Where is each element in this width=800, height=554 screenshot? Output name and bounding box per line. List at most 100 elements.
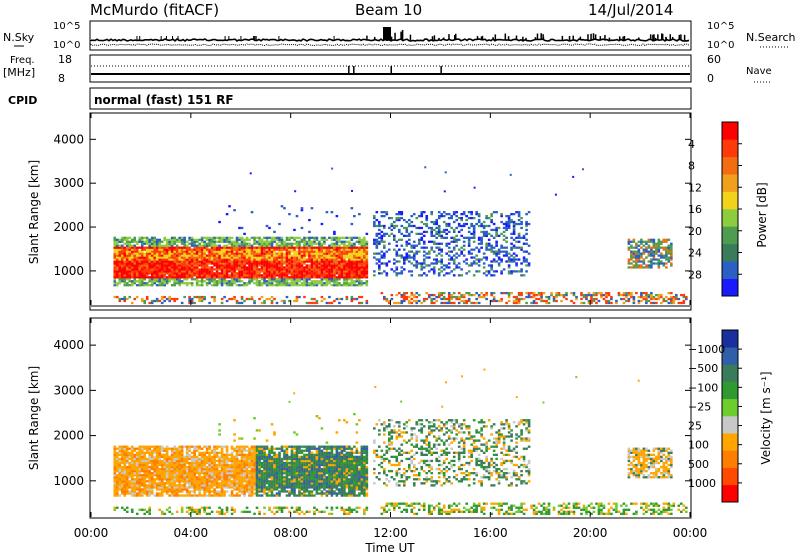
heatmap-cell	[655, 248, 658, 251]
heatmap-cell	[153, 445, 156, 448]
heatmap-cell	[275, 256, 279, 259]
heatmap-cell	[203, 276, 206, 279]
heatmap-cell	[140, 492, 144, 495]
heatmap-cell	[298, 270, 301, 273]
heatmap-cell	[497, 234, 501, 237]
heatmap-cell	[315, 250, 319, 253]
heatmap-cell	[515, 222, 518, 226]
heatmap-cell	[180, 282, 184, 285]
heatmap-cell	[190, 484, 194, 487]
heatmap-cell	[397, 213, 401, 216]
heatmap-cell	[195, 252, 199, 255]
heatmap-cell	[462, 222, 466, 226]
heatmap-cell	[220, 463, 224, 467]
heatmap-cell	[395, 218, 399, 222]
heatmap-cell	[230, 256, 234, 259]
heatmap-cell	[208, 467, 211, 471]
heatmap-cell	[218, 248, 221, 251]
heatmap-cell	[135, 474, 139, 477]
heatmap-cell	[200, 264, 204, 267]
heatmap-cell	[345, 240, 349, 243]
heatmap-cell	[350, 297, 354, 301]
heatmap-cell	[170, 471, 174, 475]
heatmap-cell	[138, 266, 142, 269]
heatmap-cell	[365, 282, 369, 285]
heatmap-cell	[208, 250, 211, 253]
heatmap-cell	[440, 250, 444, 253]
heatmap-cell	[283, 258, 286, 261]
heatmap-cell	[243, 248, 246, 251]
heatmap-cell	[158, 260, 161, 263]
heatmap-cell	[195, 276, 199, 279]
heatmap-cell	[465, 218, 468, 222]
heatmap-cell	[650, 260, 653, 263]
heatmap-cell	[268, 274, 271, 277]
heatmap-cell	[450, 295, 453, 299]
heatmap-cell	[363, 256, 366, 259]
heatmap-cell	[647, 293, 651, 297]
heatmap-cell	[238, 268, 241, 271]
heatmap-cell	[148, 270, 152, 273]
heatmap-cell	[278, 262, 281, 265]
heatmap-cell	[328, 282, 331, 285]
heatmap-cell	[510, 270, 513, 273]
heatmap-cell	[165, 262, 169, 265]
heatmap-cell	[535, 293, 538, 297]
heatmap-cell	[265, 284, 269, 287]
heatmap-cell	[485, 258, 488, 261]
heatmap-cell	[620, 297, 623, 301]
heatmap-cell	[278, 260, 281, 263]
heatmap-cell	[120, 248, 124, 251]
heatmap-cell	[210, 258, 214, 261]
heatmap-cell	[148, 272, 152, 275]
heatmap-cell	[375, 240, 379, 243]
heatmap-cell	[188, 272, 191, 275]
heatmap-cell	[200, 457, 204, 461]
heatmap-cell	[205, 457, 209, 461]
heatmap-cell	[268, 248, 271, 251]
heatmap-cell	[402, 218, 406, 222]
heatmap-cell	[213, 465, 216, 469]
heatmap-cell	[388, 260, 391, 263]
heatmap-cell	[590, 301, 593, 305]
heatmap-cell	[485, 230, 488, 234]
heatmap-cell	[200, 244, 204, 247]
heatmap-cell	[323, 272, 326, 275]
heatmap-cell	[328, 256, 331, 259]
heatmap-cell	[223, 469, 226, 473]
heatmap-cell	[200, 284, 204, 287]
heatmap-cell	[173, 457, 176, 461]
heatmap-cell	[178, 284, 181, 287]
heatmap-cell	[183, 459, 186, 463]
heatmap-cell	[210, 270, 214, 273]
heatmap-cell	[378, 258, 381, 261]
heatmap-cell	[145, 260, 149, 263]
heatmap-cell	[283, 252, 286, 255]
heatmap-cell	[190, 478, 194, 481]
heatmap-cell	[130, 453, 134, 457]
heatmap-cell	[120, 268, 124, 271]
heatmap-cell	[670, 301, 673, 305]
heatmap-cell	[397, 260, 401, 263]
heatmap-cell	[670, 244, 673, 247]
heatmap-cell	[178, 453, 181, 457]
heatmap-cell	[150, 471, 154, 475]
heatmap-cell	[185, 459, 189, 463]
heatmap-cell	[348, 284, 351, 287]
heatmap-cell	[667, 238, 671, 241]
heatmap-cell	[320, 280, 324, 283]
heatmap-cell	[220, 451, 224, 454]
heatmap-cell	[138, 250, 142, 253]
heatmap-cell	[285, 248, 289, 251]
heatmap-cell	[477, 250, 481, 253]
heatmap-cell	[280, 252, 284, 255]
heatmap-cell	[180, 465, 184, 469]
heatmap-cell	[630, 258, 633, 261]
heatmap-cell	[350, 276, 354, 279]
heatmap-cell	[445, 297, 449, 301]
heatmap-cell	[168, 471, 171, 475]
heatmap-cell	[195, 510, 199, 514]
heatmap-cell	[133, 467, 137, 471]
heatmap-cell	[140, 482, 144, 485]
heatmap-cell	[343, 242, 346, 245]
